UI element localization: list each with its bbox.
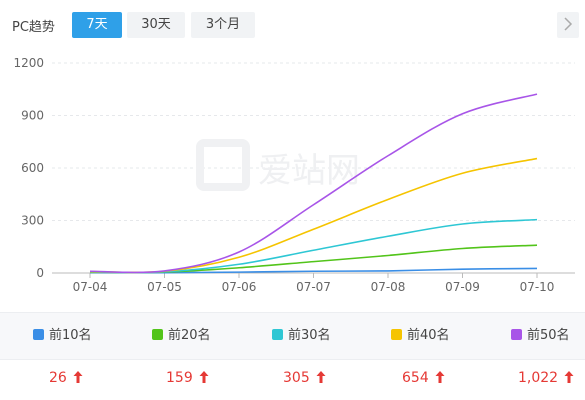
arrow-up-icon bbox=[199, 371, 209, 383]
x-tick-label: 07-05 bbox=[147, 280, 182, 294]
range-tab-3m[interactable]: 3个月 bbox=[191, 12, 255, 38]
watermark: 爱站网 bbox=[196, 139, 360, 191]
x-tick-label: 07-08 bbox=[371, 280, 406, 294]
legend-swatch-top20 bbox=[152, 329, 163, 340]
trend-toolbar: PC趋势 7天 30天 3个月 bbox=[0, 12, 585, 38]
totals-row: 26 159 305 654 1,022 bbox=[0, 370, 585, 394]
legend-swatch-top40 bbox=[391, 329, 402, 340]
legend-label: 前50名 bbox=[527, 328, 570, 343]
x-tick-label: 07-07 bbox=[296, 280, 331, 294]
total-top30: 305 bbox=[283, 370, 326, 386]
axis-layer: 0 300 600 900 1200 07-04 07-05 07-06 07-07 07-08 0… bbox=[13, 56, 575, 294]
range-tab-7d[interactable]: 7天 bbox=[72, 12, 122, 38]
legend-label: 前30名 bbox=[288, 328, 331, 343]
y-tick-label: 1200 bbox=[13, 56, 44, 70]
x-tick-label: 07-06 bbox=[222, 280, 257, 294]
total-top20: 159 bbox=[166, 370, 209, 386]
legend-label: 前40名 bbox=[407, 328, 450, 343]
total-top10: 26 bbox=[49, 370, 83, 386]
grid-layer bbox=[52, 62, 575, 221]
trend-line-chart: 爱站网 0 300 600 900 1200 07-04 07-05 07-06 07-07 07… bbox=[13, 56, 575, 294]
y-tick-label: 300 bbox=[21, 214, 44, 228]
watermark-logo bbox=[196, 139, 250, 191]
x-tick-label: 07-04 bbox=[73, 280, 108, 294]
y-tick-label: 600 bbox=[21, 161, 44, 175]
y-tick-label: 0 bbox=[36, 266, 44, 280]
x-tick-label: 07-10 bbox=[520, 280, 555, 294]
legend-swatch-top10 bbox=[33, 329, 44, 340]
legend-item-top10[interactable]: 前10名 bbox=[33, 327, 92, 345]
x-tick-label: 07-09 bbox=[445, 280, 480, 294]
series-layer bbox=[89, 93, 538, 274]
legend-item-top40[interactable]: 前40名 bbox=[391, 327, 450, 345]
next-button[interactable] bbox=[557, 12, 579, 38]
total-value: 305 bbox=[283, 370, 310, 386]
legend-label: 前10名 bbox=[49, 328, 92, 343]
legend-swatch-top30 bbox=[272, 329, 283, 340]
total-value: 159 bbox=[166, 370, 193, 386]
arrow-up-icon bbox=[564, 371, 574, 383]
legend-item-top30[interactable]: 前30名 bbox=[272, 327, 331, 345]
total-top50: 1,022 bbox=[518, 370, 574, 386]
legend-bar: 前10名 前20名 前30名 前40名 前50名 bbox=[0, 312, 585, 360]
series-line-top30 bbox=[89, 218, 538, 274]
y-tick-label: 900 bbox=[21, 109, 44, 123]
arrow-up-icon bbox=[73, 371, 83, 383]
toolbar-title: PC趋势 bbox=[12, 20, 55, 35]
arrow-up-icon bbox=[316, 371, 326, 383]
range-tab-30d[interactable]: 30天 bbox=[127, 12, 185, 38]
chevron-right-icon bbox=[564, 17, 573, 31]
legend-label: 前20名 bbox=[168, 328, 211, 343]
total-value: 1,022 bbox=[518, 370, 559, 386]
arrow-up-icon bbox=[435, 371, 445, 383]
total-value: 26 bbox=[49, 370, 67, 386]
total-value: 654 bbox=[402, 370, 429, 386]
series-line-top50 bbox=[89, 93, 538, 274]
total-top40: 654 bbox=[402, 370, 445, 386]
watermark-text: 爱站网 bbox=[258, 151, 360, 191]
legend-item-top50[interactable]: 前50名 bbox=[511, 327, 570, 345]
legend-item-top20[interactable]: 前20名 bbox=[152, 327, 211, 345]
legend-swatch-top50 bbox=[511, 329, 522, 340]
